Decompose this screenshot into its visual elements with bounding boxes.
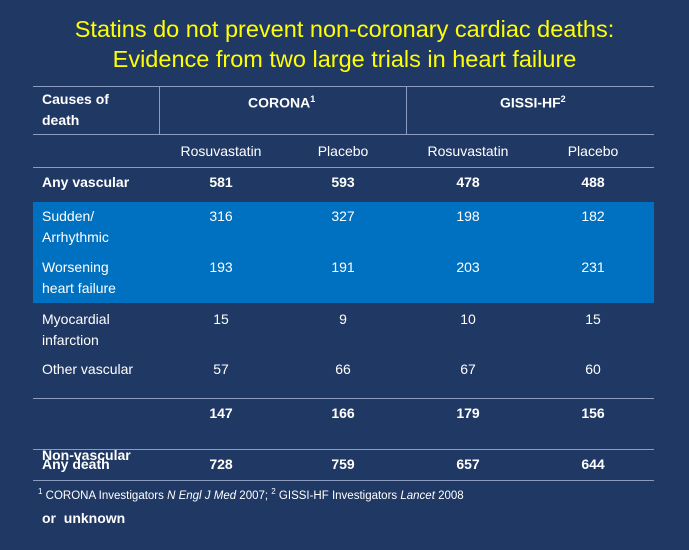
table-cell: 198 [456,208,480,224]
footnote: 1 CORONA Investigators N Engl J Med 2007… [38,487,464,502]
table-cell: 147 [209,405,233,421]
table-cell: 644 [581,456,605,472]
table-cell: 327 [331,208,355,224]
table-cell: 66 [335,361,351,377]
row-label-any-vascular: Any vascular [42,174,130,190]
table-cell: 728 [209,456,233,472]
table-cell: 759 [331,456,355,472]
table-cell: 478 [456,174,480,190]
table-cell: 15 [585,311,601,327]
row-label-myocardial-infarction: Myocardial infarction [42,311,110,348]
table-cell: 231 [581,259,605,275]
subheader-gissi-placebo: Placebo [567,143,619,159]
header-gissi: GISSI-HF2 [500,94,566,111]
table-cell: 657 [456,456,480,472]
table-cell: 193 [209,259,233,275]
col-divider-1 [159,86,160,134]
table-cell: 57 [213,361,229,377]
table-cell: 166 [331,405,355,421]
table-cell: 316 [209,208,233,224]
table-cell: 15 [213,311,229,327]
col-divider-2 [406,86,407,134]
rule-bottom [33,480,654,481]
title-line-2: Evidence from two large trials in heart … [112,46,577,72]
rule-before-anydeath [33,449,654,450]
table-cell: 182 [581,208,605,224]
table-cell: 156 [581,405,605,421]
table-cell: 10 [460,311,476,327]
table-cell: 191 [331,259,355,275]
table-cell: 9 [339,311,347,327]
row-label-other-vascular: Other vascular [42,361,134,377]
subheader-corona-placebo: Placebo [317,143,369,159]
header-causes: Causes of death [42,91,109,128]
rule-top [33,86,654,87]
table-cell: 581 [209,174,233,190]
row-label-worsening-heart-failure: Worsening heart failure [42,259,116,296]
slide-title: Statins do not prevent non-coronary card… [0,14,689,74]
rule-subheader [33,167,654,168]
table-cell: 593 [331,174,355,190]
row-label-sudden-arrhythmic: Sudden/ Arrhythmic [42,208,109,245]
subheader-gissi-rosuvastatin: Rosuvastatin [427,143,509,159]
row-label-non-vascular: Non-vascular or unknown [42,447,131,526]
title-line-1: Statins do not prevent non-coronary card… [74,16,615,42]
row-label-any-death: Any death [42,456,110,472]
header-corona: CORONA1 [248,94,316,111]
table-cell: 179 [456,405,480,421]
subheader-corona-rosuvastatin: Rosuvastatin [180,143,262,159]
table-cell: 60 [585,361,601,377]
table-cell: 67 [460,361,476,377]
highlight-band [33,202,654,303]
table-cell: 203 [456,259,480,275]
rule-before-nonvascular [33,398,654,399]
table-cell: 488 [581,174,605,190]
rule-header [33,134,654,135]
